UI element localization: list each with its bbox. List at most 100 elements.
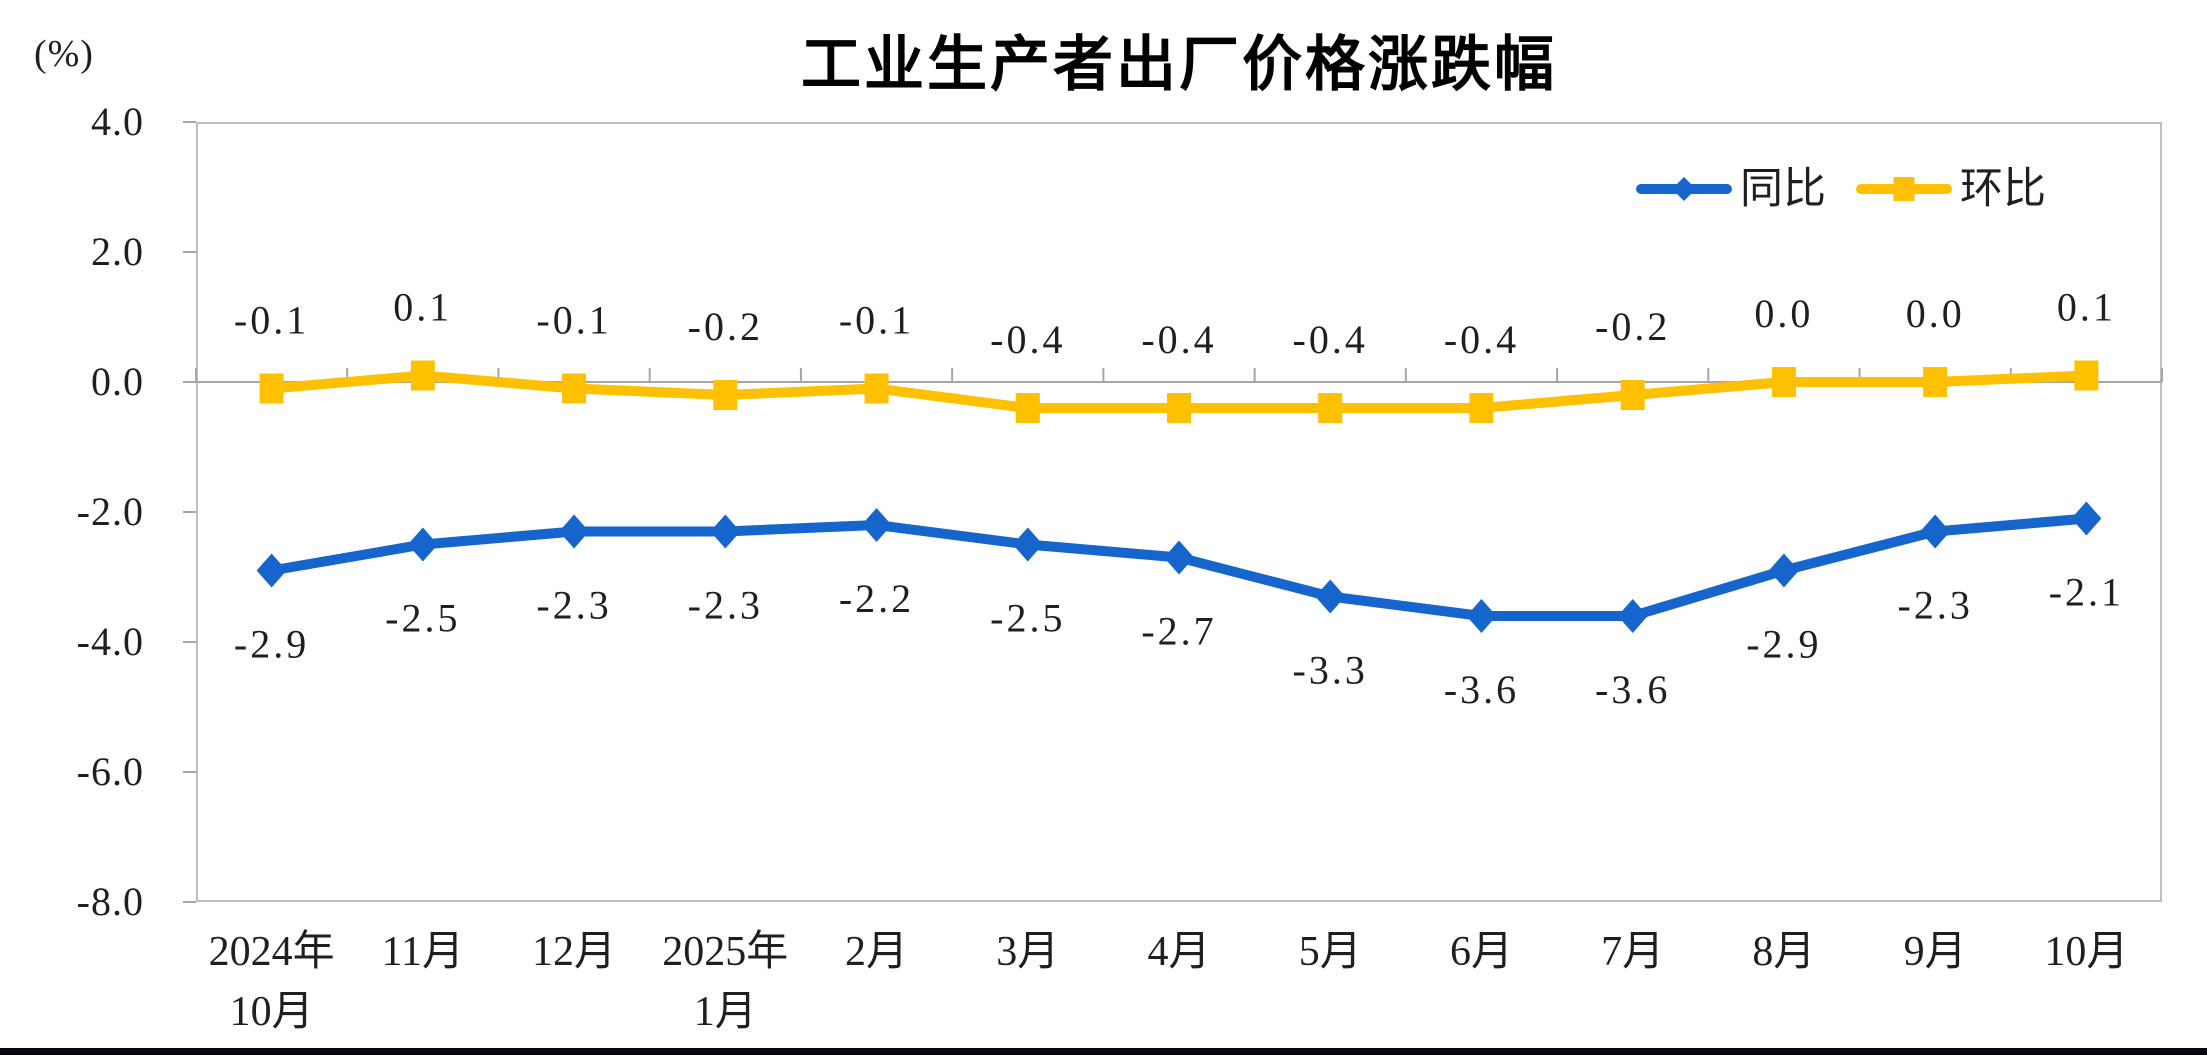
yoy-marker [710, 514, 741, 549]
yoy-marker [1920, 514, 1951, 549]
yoy-marker [1617, 599, 1648, 633]
x-tick-label: 3月 [928, 922, 1128, 982]
x-tick-label-line: 6月 [1449, 929, 1513, 975]
x-tick-label: 6月 [1381, 922, 1581, 982]
mom-data-label: -0.1 [839, 298, 914, 343]
mom-marker [259, 373, 284, 404]
y-tick-label: -4.0 [76, 619, 144, 664]
y-tick-label: 0.0 [91, 359, 144, 404]
x-tick-label: 8月 [1684, 922, 1884, 982]
yoy-data-label: -2.3 [688, 583, 763, 628]
x-tick-label-line: 9月 [1903, 929, 1967, 975]
mom-marker [410, 360, 435, 391]
yoy-data-label: -2.5 [385, 596, 460, 641]
x-tick-label: 7月 [1533, 922, 1733, 982]
yoy-marker [256, 553, 287, 588]
x-tick-label-line: 2024年 [208, 929, 335, 975]
mom-data-label: 0.0 [1906, 291, 1965, 336]
legend-item-yoy: 同比 [1636, 166, 1826, 212]
x-tick-label: 11月 [323, 922, 523, 982]
mom-data-label: 0.1 [2057, 285, 2116, 330]
plot-border [196, 122, 2162, 902]
yoy-marker [861, 508, 892, 542]
yoy-data-label: -2.2 [839, 576, 914, 621]
yoy-data-label: -2.3 [1898, 583, 1973, 628]
mom-data-label: -0.1 [234, 298, 309, 343]
mom-data-label: -0.4 [990, 317, 1065, 362]
yoy-data-label: -2.7 [1141, 609, 1216, 654]
plot-area-svg: -2.9 -2.5 -2.3 -2.3 -2.2 -2.5 -2.7 -3.3 -3.6 -3.6… [183, 121, 2163, 903]
x-tick-label-line: 1月 [693, 989, 757, 1035]
x-tick-label: 5月 [1230, 922, 1430, 982]
mom-data-label: -0.4 [1444, 317, 1519, 362]
x-tick-label-line: 2月 [845, 929, 909, 975]
mom-marker [1771, 367, 1796, 397]
x-tick-label-line: 7月 [1601, 929, 1665, 975]
x-tick-label-line: 5月 [1298, 929, 1362, 975]
mom-data-label: -0.2 [688, 304, 763, 349]
x-tick-label: 12月 [474, 922, 674, 982]
yoy-marker [1315, 579, 1346, 614]
x-tick-label: 10月 [1986, 922, 2186, 982]
yoy-data-label: -2.1 [2049, 570, 2124, 615]
y-tick-label: -2.0 [76, 489, 144, 534]
x-tick-label-line: 10月 [2044, 929, 2129, 975]
yoy-data-label: -2.5 [990, 596, 1065, 641]
yoy-marker [559, 514, 590, 549]
mom-marker [1469, 393, 1494, 423]
yoy-data-label: -2.9 [1746, 622, 1821, 667]
x-tick-label-line: 2025年 [662, 929, 789, 975]
mom-marker [1620, 380, 1645, 410]
chart-title: 工业生产者出厂价格涨跌幅 [801, 31, 1557, 98]
yoy-marker [1466, 599, 1497, 633]
yoy-marker [407, 527, 438, 562]
y-axis-unit-label: (%) [34, 33, 94, 75]
mom-marker [2074, 360, 2099, 391]
y-tick-label: -8.0 [76, 879, 144, 924]
mom-data-label: 0.0 [1754, 291, 1813, 336]
yoy-data-label: -2.3 [536, 583, 611, 628]
mom-data-label: -0.2 [1595, 304, 1670, 349]
yoy-marker [1768, 553, 1799, 588]
yoy-data-label: -3.6 [1595, 667, 1670, 712]
yoy-line-swatch [1636, 176, 1732, 202]
legend-item-mom: 环比 [1856, 166, 2046, 212]
mom-marker [864, 373, 889, 404]
yoy-marker [2071, 501, 2102, 536]
mom-data-label: -0.4 [1141, 317, 1216, 362]
yoy-data-label: -3.3 [1293, 648, 1368, 693]
y-tick-label: -6.0 [76, 749, 144, 794]
x-tick-label-line: 10月 [229, 989, 314, 1035]
mom-marker [1015, 393, 1040, 423]
x-tick-label-line: 3月 [996, 929, 1060, 975]
mom-marker [1167, 393, 1191, 423]
x-tick-label: 9月 [1835, 922, 2035, 982]
mom-marker [1923, 367, 1948, 397]
legend-label-yoy: 同比 [1740, 165, 1826, 213]
mom-data-label: -0.1 [536, 298, 611, 343]
mom-data-label: 0.1 [393, 285, 452, 330]
x-tick-label-line: 11月 [381, 929, 465, 975]
mom-line-swatch [1856, 177, 1952, 201]
x-tick-label-line: 4月 [1147, 929, 1211, 975]
legend: 同比 环比 [1636, 166, 2046, 212]
y-tick-label: 4.0 [91, 99, 144, 144]
yoy-data-label: -2.9 [234, 622, 309, 667]
mom-marker [1318, 393, 1343, 423]
y-tick-label: 2.0 [91, 229, 144, 274]
x-tick-label: 4月 [1079, 922, 1279, 982]
yoy-data-label: -3.6 [1444, 667, 1519, 712]
x-tick-label: 2月 [777, 922, 977, 982]
x-tick-label-line: 12月 [532, 929, 617, 975]
plot-area: -2.9 -2.5 -2.3 -2.3 -2.2 -2.5 -2.7 -3.3 -3.6 -3.6… [183, 121, 2163, 903]
legend-label-mom: 环比 [1960, 165, 2046, 213]
mom-data-label: -0.4 [1293, 317, 1368, 362]
mom-marker [562, 373, 587, 404]
x-tick-label-line: 8月 [1752, 929, 1816, 975]
yoy-marker [1012, 527, 1043, 562]
x-tick-label: 2024年 10月 [172, 922, 372, 1042]
yoy-marker [1164, 540, 1194, 575]
mom-square-icon [1893, 177, 1915, 201]
x-tick-label: 2025年 1月 [625, 922, 825, 1042]
